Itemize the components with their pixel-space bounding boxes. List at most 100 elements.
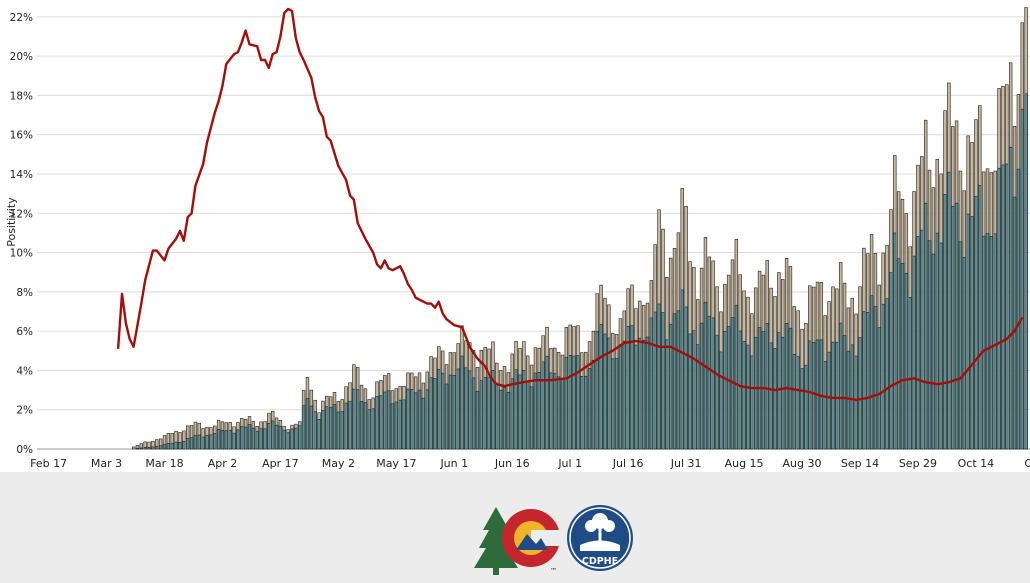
bar-positive [962,257,967,450]
trademark-mark: ™ [550,567,557,575]
bar-positive [773,348,777,450]
bar-positive [344,402,348,450]
bar-positive [498,390,503,450]
bar-positive [862,311,866,450]
bar-positive [750,355,754,450]
bar-positive [699,322,704,450]
bar-positive [943,194,947,450]
bar-positive [885,298,889,450]
bar-positive [255,431,259,450]
bar-positive [197,434,201,450]
bar-positive [529,386,534,450]
bar-positive [468,370,472,450]
y-tick-labels: 0% 2% 4% 6% 8% 10% 12% 14% 16% 18% 20% 22% [10,12,33,456]
bar-positive [340,411,344,450]
bar-positive [638,337,642,450]
positivity-line [116,7,1024,402]
bar-positive [970,216,974,450]
bar-positive [471,377,476,450]
bar-positive [232,432,236,450]
bar-positive [379,395,383,450]
bar-positive [317,419,321,450]
bar-positive [162,444,167,450]
tree-of-life-icon [580,513,620,551]
y-tick-label: 6% [16,326,33,338]
bar-positive [243,426,248,450]
bar-positive [325,406,329,450]
bar-positive [715,334,719,450]
bar-positive [916,236,920,450]
bar-positive [564,357,569,450]
bar-positive [398,399,402,450]
bar-positive [356,389,360,450]
bar-positive [417,389,422,450]
bar-positive [263,428,267,450]
bar-positive [614,358,619,450]
bar-positive [761,331,766,450]
bar-positive [510,378,514,450]
bar-positive [572,355,576,450]
bar-positive [158,445,163,450]
bar-positive [649,317,654,450]
mountain-icon [516,534,548,550]
bar-positive [1020,108,1024,450]
x-tick-label: Oct 14 [958,457,995,470]
bar-positive [433,378,437,450]
bar-positive [367,409,371,450]
bar-positive [599,324,603,450]
x-tick-labels: Feb 17 Mar 3 Mar 18 Apr 2 Apr 17 May 2 May 17 J… [30,457,1030,470]
bar-positive [495,384,499,450]
bar-positive [282,429,286,450]
bar-positive [580,376,584,450]
bar-positive [668,323,673,450]
bar-positive [545,355,549,450]
bar-positive [985,233,990,450]
bar-positive [923,202,928,450]
bar-positive [792,354,796,450]
x-tick-label: May 2 [322,457,355,470]
bar-positive [205,435,209,450]
bar-positive [437,369,441,450]
bar-positive [707,315,711,450]
y-tick-label: 12% [10,208,33,220]
bar-positive [800,368,804,450]
y-tick-label: 8% [16,287,33,299]
bar-positive [781,336,785,450]
bar-positive [406,388,410,450]
bar-positive [831,341,835,450]
x-tick-label: Aug 15 [725,457,764,470]
bar-positive [155,445,159,450]
bar-positive [371,408,375,450]
x-tick-label: Sep 29 [899,457,937,470]
bar-positive [274,424,279,450]
bar-positive [935,232,939,450]
bar-positive [410,389,414,450]
bar-positive [904,272,909,450]
x-tick-label: Aug 30 [783,457,822,470]
bar-positive [846,350,851,450]
bar-positive [487,376,491,450]
bar-positive [726,326,731,450]
bar-positive [247,424,252,450]
bar-positive [348,400,352,450]
bar-positive [518,374,522,450]
bar-positive [618,344,623,450]
bar-positive [869,295,874,450]
bar-positive [336,411,341,450]
bar-positive [842,335,847,450]
bar-positive [413,392,418,450]
bar-positive [634,344,638,450]
bar-positive [854,355,858,450]
bar-positive [889,272,893,450]
bar-positive [688,333,692,450]
bar-positive [491,370,495,450]
bar-positive [738,330,742,450]
colorado-c-gap [531,530,565,546]
bar-positive [858,337,862,450]
bar-positive [989,236,994,450]
bar-positive [595,331,599,450]
bar-positive [672,313,677,450]
bar-positive [298,425,302,450]
logos-svg: ™ CDPHE [474,505,633,575]
y-axis-label: Positivity [5,197,18,247]
